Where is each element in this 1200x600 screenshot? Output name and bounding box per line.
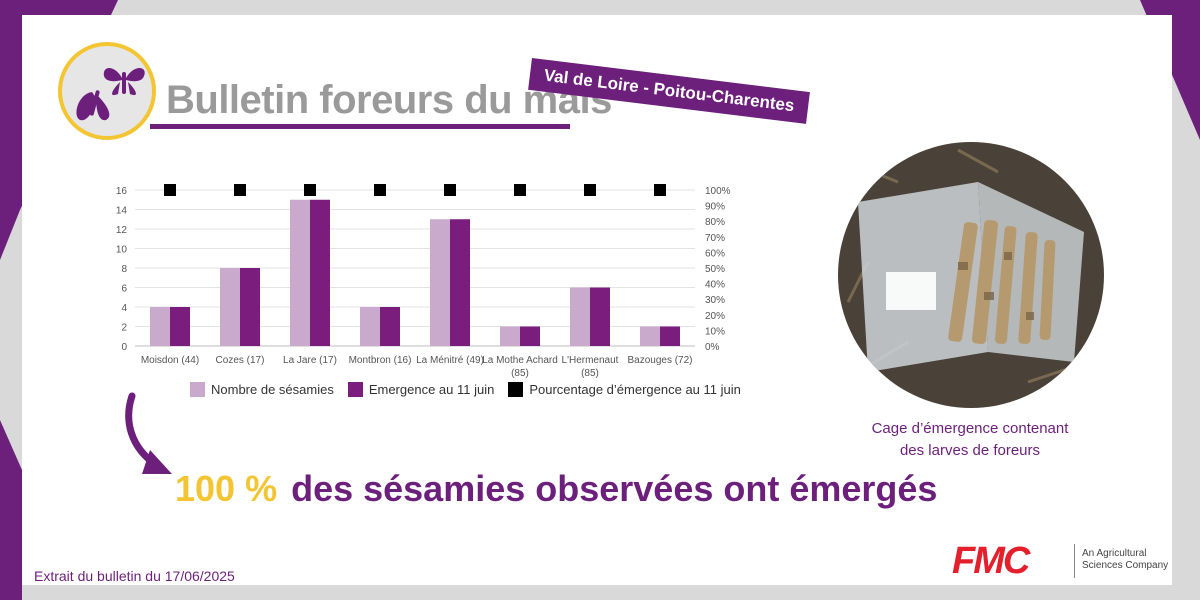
bar-emergence bbox=[310, 199, 330, 346]
legend-swatch-pourcentage bbox=[508, 382, 524, 397]
fmc-divider bbox=[1074, 544, 1075, 578]
legend-swatch-emergence bbox=[347, 382, 363, 397]
marker-pourcentage bbox=[444, 184, 456, 196]
moth-logo bbox=[58, 42, 156, 140]
chart-legend: Nombre de sésamies Emergence au 11 juin … bbox=[190, 382, 741, 397]
y-right-tick-label: 30% bbox=[705, 295, 725, 306]
photo-caption: Cage d’émergence contenant des larves de… bbox=[840, 418, 1100, 462]
y-right-tick-label: 90% bbox=[705, 202, 725, 213]
bar-nombre-sesamies bbox=[570, 287, 590, 346]
bar-nombre-sesamies bbox=[360, 307, 380, 346]
bar-nombre-sesamies bbox=[290, 199, 310, 346]
bulletin-extract-date: Extrait du bulletin du 17/06/2025 bbox=[34, 568, 235, 584]
x-category-label: Moisdon (44) bbox=[141, 355, 199, 366]
y-left-tick-label: 10 bbox=[116, 245, 128, 256]
y-left-tick-label: 16 bbox=[116, 186, 128, 197]
caption-line-2: des larves de foreurs bbox=[899, 442, 1041, 459]
bar-nombre-sesamies bbox=[150, 307, 170, 346]
bar-emergence bbox=[590, 287, 610, 346]
y-left-tick-label: 0 bbox=[121, 342, 127, 353]
y-left-tick-label: 2 bbox=[121, 323, 127, 334]
legend-label-pourcentage: Pourcentage d’émergence au 11 juin bbox=[529, 382, 741, 397]
x-category-label: Cozes (17) bbox=[216, 355, 265, 366]
y-left-tick-label: 4 bbox=[121, 303, 127, 314]
caption-line-1: Cage d’émergence contenant bbox=[871, 420, 1069, 437]
x-category-label: L'Hermenaut bbox=[562, 355, 619, 366]
legend-label-emergence: Emergence au 11 juin bbox=[368, 382, 495, 397]
fmc-tagline-line-2: Sciences Company bbox=[1082, 560, 1169, 571]
y-right-tick-label: 80% bbox=[705, 217, 725, 228]
y-right-tick-label: 20% bbox=[705, 311, 725, 322]
bar-emergence bbox=[660, 326, 680, 346]
x-category-label: Bazouges (72) bbox=[627, 355, 692, 366]
headline-text: des sésamies observées ont émergés bbox=[291, 468, 938, 509]
bar-emergence bbox=[170, 307, 190, 346]
y-right-tick-label: 70% bbox=[705, 233, 725, 244]
x-category-label: La Ménitré (49) bbox=[416, 355, 484, 366]
fmc-tagline: An Agricultural Sciences Company bbox=[1082, 548, 1168, 572]
curved-arrow-icon bbox=[125, 392, 172, 474]
marker-pourcentage bbox=[234, 184, 246, 196]
y-right-tick-label: 100% bbox=[705, 186, 731, 197]
x-category-label: Montbron (16) bbox=[349, 355, 412, 366]
legend-item-pourcentage: Pourcentage d’émergence au 11 juin bbox=[508, 382, 741, 397]
y-left-tick-label: 12 bbox=[116, 225, 128, 236]
y-right-tick-label: 40% bbox=[705, 280, 725, 291]
fmc-tagline-line-1: An Agricultural bbox=[1082, 548, 1147, 559]
y-right-tick-label: 60% bbox=[705, 248, 725, 259]
x-category-label: (85) bbox=[581, 368, 599, 379]
marker-pourcentage bbox=[514, 184, 526, 196]
cage-image bbox=[838, 142, 1104, 408]
y-right-tick-label: 0% bbox=[705, 342, 720, 353]
marker-pourcentage bbox=[164, 184, 176, 196]
bar-nombre-sesamies bbox=[430, 219, 450, 346]
marker-pourcentage bbox=[584, 184, 596, 196]
legend-item-emergence: Emergence au 11 juin bbox=[347, 382, 495, 397]
marker-pourcentage bbox=[374, 184, 386, 196]
x-category-label: La Jare (17) bbox=[283, 355, 337, 366]
bar-emergence bbox=[520, 326, 540, 346]
bar-nombre-sesamies bbox=[500, 326, 520, 346]
legend-label-nombre: Nombre de sésamies bbox=[211, 382, 334, 397]
title-underline bbox=[150, 124, 570, 129]
y-left-tick-label: 8 bbox=[121, 264, 127, 275]
marker-pourcentage bbox=[654, 184, 666, 196]
moth-icon bbox=[76, 68, 145, 121]
headline: 100 % des sésamies observées ont émergés bbox=[175, 468, 937, 510]
bar-emergence bbox=[240, 268, 260, 346]
x-category-label: (85) bbox=[511, 368, 529, 379]
y-left-tick-label: 6 bbox=[121, 284, 127, 295]
x-category-label: La Mothe Achard bbox=[482, 355, 558, 366]
bar-emergence bbox=[380, 307, 400, 346]
emergence-cage-photo bbox=[838, 142, 1104, 408]
headline-percent: 100 % bbox=[175, 468, 278, 509]
y-right-tick-label: 10% bbox=[705, 326, 725, 337]
y-left-tick-label: 14 bbox=[116, 206, 128, 217]
y-right-tick-label: 50% bbox=[705, 264, 725, 275]
legend-swatch-nombre bbox=[190, 382, 205, 397]
marker-pourcentage bbox=[304, 184, 316, 196]
bar-nombre-sesamies bbox=[220, 268, 240, 346]
fmc-logo: FMC bbox=[952, 540, 1030, 582]
bar-emergence bbox=[450, 219, 470, 346]
bar-nombre-sesamies bbox=[640, 326, 660, 346]
legend-item-nombre: Nombre de sésamies bbox=[190, 382, 334, 397]
